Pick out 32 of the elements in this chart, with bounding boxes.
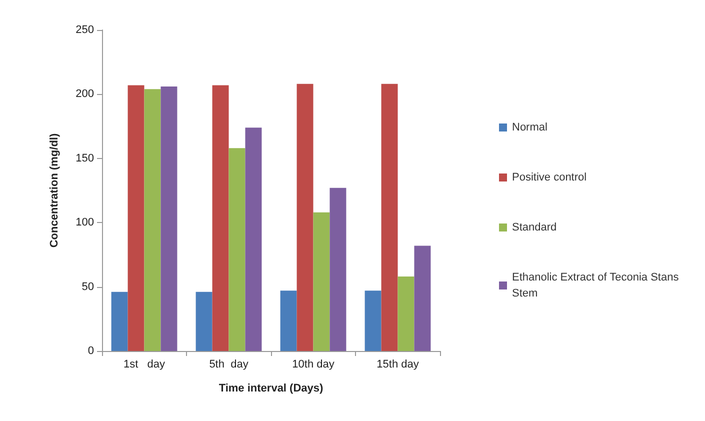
bar bbox=[364, 290, 382, 351]
x-tick-label: 10th day bbox=[292, 358, 335, 370]
x-tick-label: 15th day bbox=[376, 358, 420, 370]
y-tick-label: 250 bbox=[76, 24, 94, 36]
bar bbox=[330, 188, 346, 351]
bar bbox=[398, 276, 414, 351]
bar bbox=[228, 148, 246, 351]
x-axis-title: Time interval (Days) bbox=[218, 382, 324, 394]
legend-label: Standard bbox=[512, 222, 557, 234]
bar bbox=[128, 85, 144, 351]
x-tick-label: 1st day bbox=[123, 358, 166, 370]
bar bbox=[313, 212, 330, 351]
y-tick-label: 0 bbox=[88, 345, 94, 357]
bar bbox=[111, 292, 128, 351]
y-tick-label: 200 bbox=[76, 88, 94, 100]
bar bbox=[296, 84, 314, 351]
y-tick-label: 100 bbox=[76, 216, 94, 229]
bar bbox=[245, 128, 262, 351]
legend-label: Ethanolic Extract of Teconia Stans Stem bbox=[512, 272, 682, 300]
x-tick-label: 5th day bbox=[209, 358, 249, 370]
bar bbox=[196, 292, 212, 351]
bar bbox=[160, 86, 178, 351]
legend-label: Normal bbox=[512, 122, 548, 134]
bar bbox=[280, 290, 297, 351]
legend-label: Positive control bbox=[512, 172, 587, 184]
y-axis-title: Concentration (mg/dl) bbox=[48, 133, 60, 248]
bar bbox=[212, 85, 229, 351]
y-tick-label: 50 bbox=[82, 280, 94, 293]
bar bbox=[381, 84, 398, 351]
bar bbox=[144, 89, 161, 351]
bar bbox=[414, 246, 431, 351]
y-tick-label: 150 bbox=[76, 152, 94, 164]
